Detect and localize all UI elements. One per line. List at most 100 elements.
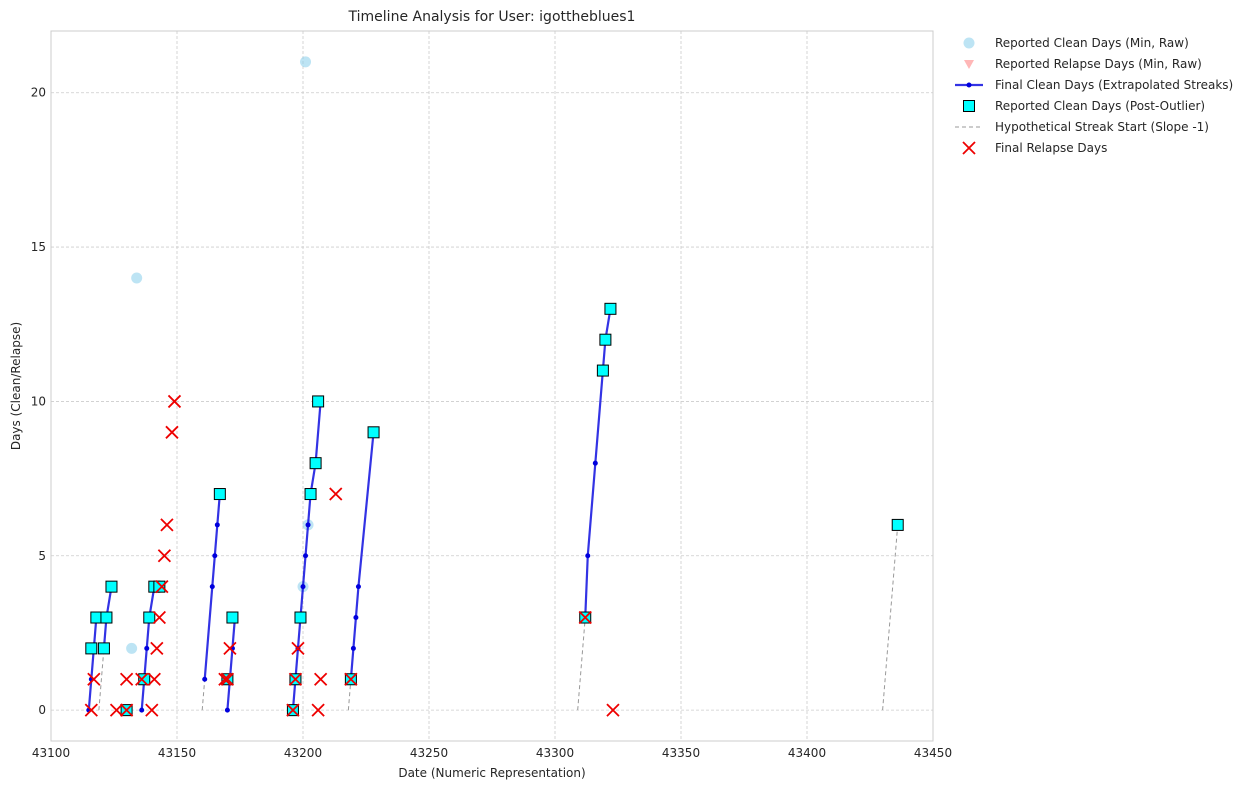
post-outlier-point <box>143 611 156 624</box>
legend-swatch-post-outlier <box>963 100 975 112</box>
x-tick-label: 43400 <box>788 746 826 760</box>
final-relapse-point <box>223 641 237 656</box>
legend-swatch-final-relapse <box>962 141 976 155</box>
final-clean-streak-line <box>226 617 237 711</box>
x-axis-label: Date (Numeric Representation) <box>398 766 585 780</box>
post-outlier-point <box>294 611 307 624</box>
x-tick-label: 43100 <box>32 746 70 760</box>
final-relapse-point <box>119 703 134 717</box>
y-tick-label: 20 <box>31 86 46 100</box>
legend-item: Reported Clean Days (Min, Raw) <box>963 36 1189 50</box>
legend-item: Hypothetical Streak Start (Slope -1) <box>955 120 1209 134</box>
final-relapse-point <box>220 672 235 686</box>
hypothetical-streak-line <box>577 617 586 711</box>
x-tick-label: 43450 <box>914 746 952 760</box>
final-clean-point <box>592 460 598 466</box>
legend-label: Reported Clean Days (Post-Outlier) <box>995 99 1205 113</box>
final-clean-point <box>202 676 208 682</box>
post-outlier-point <box>599 333 612 346</box>
final-relapse-point <box>314 672 328 686</box>
final-relapse-point <box>606 703 620 717</box>
final-clean-point <box>144 645 150 651</box>
legend-item: Final Relapse Days <box>962 141 1107 155</box>
legend-label: Final Clean Days (Extrapolated Streaks) <box>995 78 1233 92</box>
hypothetical-streak-line <box>201 679 206 711</box>
final-clean-point <box>212 553 218 559</box>
y-tick-label: 15 <box>31 240 46 254</box>
final-relapse-point <box>155 580 169 594</box>
final-relapse-point <box>291 641 305 656</box>
hypothetical-streak-line <box>98 648 105 711</box>
hypothetical-streak-lines <box>98 524 899 711</box>
final-clean-point <box>209 584 215 590</box>
post-outlier-point <box>153 580 166 593</box>
final-clean-point <box>585 553 591 559</box>
final-relapse-point <box>150 641 164 656</box>
legend: Reported Clean Days (Min, Raw) Reported R… <box>955 36 1233 155</box>
raw-clean-points <box>126 56 314 654</box>
legend-swatch-raw-clean <box>963 37 975 49</box>
chart-title: Timeline Analysis for User: igottheblues… <box>348 9 636 25</box>
post-outlier-point <box>367 426 380 439</box>
y-tick-label: 10 <box>31 394 46 408</box>
final-clean-point <box>214 522 220 528</box>
post-outlier-point <box>138 673 151 686</box>
hypothetical-streak-line <box>882 524 899 711</box>
final-relapse-point <box>135 672 149 686</box>
x-tick-label: 43200 <box>284 746 322 760</box>
final-relapse-point <box>147 672 161 686</box>
final-clean-point <box>353 615 359 621</box>
final-relapse-point <box>160 518 174 532</box>
post-outlier-point <box>100 611 113 624</box>
final-relapse-point <box>109 703 124 717</box>
legend-item: Reported Relapse Days (Min, Raw) <box>964 57 1202 71</box>
final-relapse-point <box>218 672 232 686</box>
legend-label: Reported Relapse Days (Min, Raw) <box>995 57 1202 71</box>
final-relapse-point <box>167 394 182 409</box>
x-tick-label: 43350 <box>662 746 700 760</box>
final-relapse-points <box>84 394 620 717</box>
final-relapse-point <box>87 672 101 686</box>
legend-label: Hypothetical Streak Start (Slope -1) <box>995 120 1209 134</box>
final-relapse-point <box>286 703 300 717</box>
y-axis-label: Days (Clean/Relapse) <box>9 322 23 450</box>
final-clean-point <box>303 553 309 559</box>
legend-swatch-raw-relapse <box>964 60 974 69</box>
hypothetical-streak-line <box>347 679 352 711</box>
final-clean-streak-lines <box>86 306 613 713</box>
post-outlier-point <box>105 580 118 593</box>
final-clean-point <box>305 522 311 528</box>
final-relapse-point <box>84 703 98 717</box>
plot-background <box>51 31 933 741</box>
post-outlier-point <box>891 518 904 531</box>
final-clean-streak-line <box>291 401 322 711</box>
x-tick-label: 43250 <box>410 746 448 760</box>
post-outlier-point <box>85 642 98 655</box>
final-clean-point <box>224 707 230 713</box>
final-relapse-point <box>578 610 592 625</box>
final-clean-point <box>300 584 306 590</box>
final-relapse-point <box>344 672 358 686</box>
y-axis-ticks: 0 5 10 15 20 <box>31 86 46 717</box>
final-relapse-point <box>288 672 303 686</box>
x-axis-ticks: 43100 43150 43200 43250 43300 43350 43400 43450 <box>32 746 952 760</box>
x-tick-label: 43150 <box>158 746 196 760</box>
post-outlier-point <box>90 611 103 624</box>
final-relapse-point <box>119 672 134 686</box>
post-outlier-point <box>596 364 609 377</box>
x-tick-label: 43300 <box>536 746 574 760</box>
legend-item: Final Clean Days (Extrapolated Streaks) <box>955 78 1233 92</box>
legend-item: Reported Clean Days (Post-Outlier) <box>963 99 1205 113</box>
final-clean-point <box>350 645 356 651</box>
final-relapse-point <box>145 703 159 717</box>
final-relapse-point <box>157 549 172 563</box>
final-relapse-point <box>165 425 179 439</box>
raw-clean-point <box>126 642 138 654</box>
final-relapse-point <box>329 487 343 501</box>
post-outlier-point <box>312 395 325 408</box>
final-relapse-point <box>311 703 325 717</box>
legend-label: Reported Clean Days (Min, Raw) <box>995 36 1189 50</box>
final-clean-point <box>139 707 145 713</box>
final-relapse-point <box>152 610 166 625</box>
